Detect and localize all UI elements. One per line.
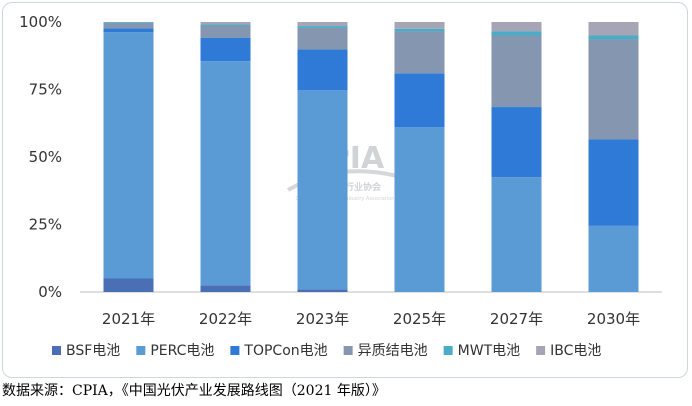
legend-label: PERC电池 <box>150 343 214 359</box>
x-tick-label: 2030年 <box>587 310 640 328</box>
bar-stack-5 <box>588 22 639 292</box>
x-tick-label: 2022年 <box>199 310 252 328</box>
legend-label: IBC电池 <box>550 343 601 359</box>
x-tick-label: 2025年 <box>393 310 446 328</box>
bar-segment-5-4 <box>588 35 639 40</box>
bar-stack-2 <box>297 22 348 292</box>
x-tick-label: 2027年 <box>490 310 543 328</box>
bar-segment-5-3 <box>588 39 639 140</box>
tick-labels: 0% 25% 50% 75% 100% 2021年 2022年 2023年 2025年 2027年… <box>19 13 640 328</box>
bar-segment-1-3 <box>200 25 251 38</box>
bar-segment-3-1 <box>394 127 445 292</box>
bar-segment-0-1 <box>103 32 154 279</box>
bar-stack-3 <box>394 22 445 292</box>
bar-segment-1-5 <box>200 22 251 25</box>
bar-segment-0-4 <box>103 22 154 23</box>
bar-segment-5-1 <box>588 225 639 292</box>
legend-label: BSF电池 <box>66 343 120 359</box>
bar-segment-0-3 <box>103 22 154 29</box>
stacked-bar-chart: CPIA 中国光伏行业协会 China Photovoltaic Industr… <box>19 13 662 359</box>
legend-item-1: PERC电池 <box>136 343 214 359</box>
bar-segment-2-4 <box>297 26 348 28</box>
x-tick-label: 2021年 <box>102 310 155 328</box>
legend-label: TOPCon电池 <box>243 343 327 359</box>
bar-stack-0 <box>103 22 154 292</box>
bar-segment-1-0 <box>200 285 251 292</box>
bar-segment-4-2 <box>491 107 542 178</box>
bar-segment-4-3 <box>491 35 542 108</box>
bar-segment-4-5 <box>491 22 542 32</box>
legend: BSF电池 PERC电池 TOPCon电池 异质结电池 MWT电池 IBC电池 <box>52 343 601 359</box>
bar-segment-0-2 <box>103 28 154 33</box>
bar-segment-5-5 <box>588 22 639 36</box>
y-tick-label: 100% <box>19 13 62 31</box>
bar-segment-2-2 <box>297 49 348 91</box>
bar-segment-2-3 <box>297 27 348 50</box>
legend-swatch <box>343 346 353 355</box>
bar-stack-4 <box>491 22 542 292</box>
bar-segment-5-2 <box>588 139 639 226</box>
y-tick-label: 0% <box>38 283 62 301</box>
x-tick-label: 2023年 <box>296 310 349 328</box>
bar-segment-4-4 <box>491 31 542 36</box>
y-tick-label: 50% <box>29 148 62 166</box>
y-tick-label: 25% <box>29 216 62 234</box>
bar-segment-3-2 <box>394 73 445 128</box>
legend-item-5: IBC电池 <box>536 343 601 359</box>
legend-swatch <box>443 346 453 355</box>
bar-segment-2-5 <box>297 22 348 27</box>
legend-swatch <box>536 346 546 355</box>
y-tick-label: 75% <box>29 81 62 99</box>
legend-item-3: 异质结电池 <box>343 343 428 359</box>
bar-segment-0-0 <box>103 278 154 292</box>
legend-item-0: BSF电池 <box>52 343 120 359</box>
legend-label: 异质结电池 <box>358 343 428 359</box>
bar-stack-1 <box>200 22 251 292</box>
legend-label: MWT电池 <box>458 343 520 359</box>
bar-segment-1-4 <box>200 24 251 26</box>
bar-segment-1-1 <box>200 61 251 286</box>
bar-segment-3-4 <box>394 28 445 32</box>
legend-swatch <box>230 346 240 355</box>
bar-segment-3-3 <box>394 31 445 74</box>
bar-segment-1-2 <box>200 37 251 62</box>
legend-swatch <box>52 346 61 355</box>
legend-item-4: MWT电池 <box>443 343 520 359</box>
bar-segment-2-1 <box>297 90 348 290</box>
bar-segment-2-0 <box>297 289 348 292</box>
source-caption: 数据来源：CPIA，《中国光伏产业发展路线图（2021 年版）》 <box>2 383 386 399</box>
legend-swatch <box>136 346 146 355</box>
bar-segment-4-1 <box>491 177 542 292</box>
bars <box>103 22 639 292</box>
legend-item-2: TOPCon电池 <box>230 343 328 359</box>
bar-segment-3-5 <box>394 22 445 29</box>
